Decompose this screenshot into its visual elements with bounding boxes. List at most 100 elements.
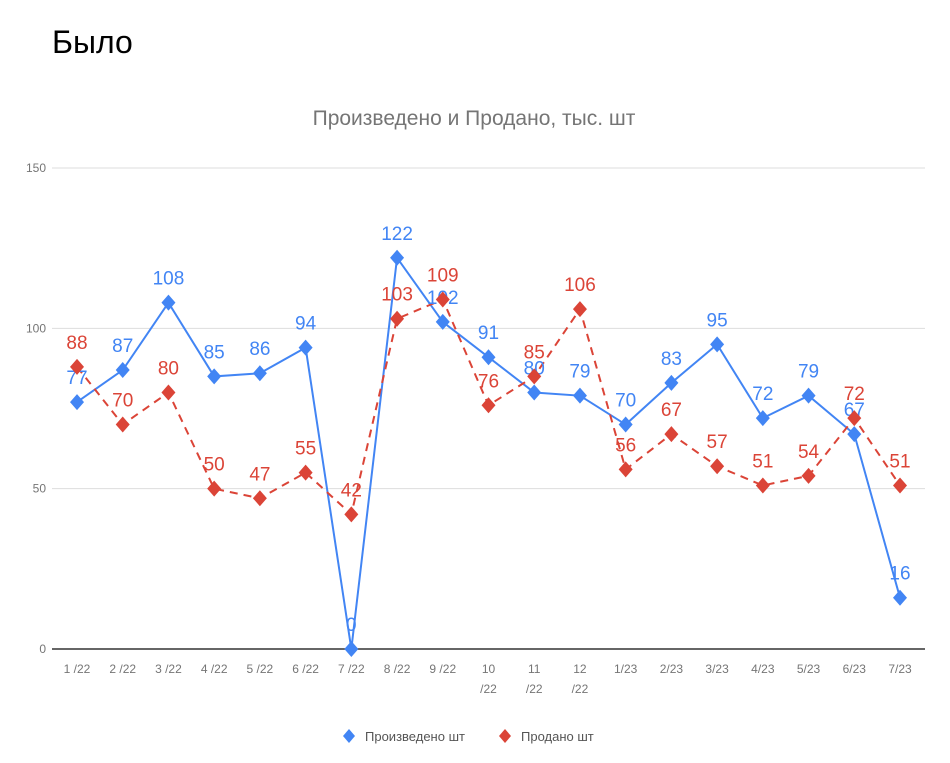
data-label: 70: [615, 391, 636, 412]
data-label: 106: [564, 275, 596, 296]
x-tick-label: 5 /22: [247, 662, 274, 676]
data-label: 57: [707, 432, 728, 453]
data-label: 109: [427, 265, 459, 286]
data-label: 51: [889, 451, 910, 472]
x-tick-label: 7 /22: [338, 662, 365, 676]
data-label: 122: [381, 224, 413, 245]
data-point-marker: [847, 426, 862, 443]
data-label: 95: [707, 310, 728, 331]
data-label: 103: [381, 285, 413, 306]
data-point-marker: [893, 589, 907, 606]
data-point-marker: [70, 394, 84, 411]
data-point-marker: [435, 291, 450, 308]
y-tick-label: 150: [26, 161, 46, 175]
y-tick-label: 50: [33, 482, 47, 496]
data-label: 87: [112, 336, 133, 357]
x-tick-label: 1/23: [614, 662, 638, 676]
data-label: 86: [249, 339, 270, 360]
data-point-marker: [298, 464, 313, 481]
data-label: 55: [295, 439, 316, 460]
data-point-marker: [435, 313, 450, 330]
data-point-marker: [801, 467, 816, 484]
data-label: 76: [478, 371, 499, 392]
x-tick-label: 4 /22: [201, 662, 228, 676]
series-line-0: [76, 255, 901, 650]
data-label: 70: [112, 391, 133, 412]
data-point-marker: [847, 410, 862, 427]
data-label: 67: [661, 400, 682, 421]
data-label: 72: [844, 384, 865, 405]
x-tick-label: 9 /22: [429, 662, 456, 676]
x-tick-label: 3/23: [705, 662, 729, 676]
x-tick-label: 6/23: [843, 662, 867, 676]
legend-marker: [499, 729, 511, 743]
data-point-marker: [344, 641, 359, 657]
data-point-marker: [390, 310, 405, 327]
data-label: 77: [66, 368, 87, 389]
data-point-marker: [755, 410, 770, 427]
x-tick-label: 5/23: [797, 662, 821, 676]
data-label: 85: [524, 342, 545, 363]
data-point-marker: [527, 384, 542, 401]
legend-label: Произведено шт: [365, 729, 465, 744]
chart-title: Произведено и Продано, тыс. шт: [313, 107, 636, 130]
data-label: 54: [798, 442, 820, 463]
heading: Было: [52, 24, 133, 60]
x-tick-label: 6 /22: [292, 662, 319, 676]
data-label: 91: [478, 323, 499, 344]
data-point-marker: [618, 416, 633, 433]
data-point-marker: [801, 387, 816, 404]
x-tick-label: 4/23: [751, 662, 775, 676]
data-point-marker: [70, 358, 84, 375]
data-point-marker: [664, 426, 679, 443]
data-point-marker: [664, 374, 679, 391]
data-label: 88: [66, 333, 87, 354]
data-point-marker: [893, 477, 907, 494]
data-point-marker: [207, 480, 222, 497]
data-point-marker: [161, 384, 176, 401]
data-point-marker: [161, 294, 176, 311]
y-tick-label: 100: [26, 321, 46, 335]
data-label: 16: [889, 564, 910, 585]
data-label: 83: [661, 349, 682, 370]
data-label: 51: [752, 451, 773, 472]
data-label: 42: [341, 480, 362, 501]
x-tick-label: 3 /22: [155, 662, 182, 676]
x-tick-label: 7/23: [888, 662, 912, 676]
data-label: 79: [569, 362, 590, 383]
data-label: 0: [346, 615, 357, 636]
x-tick-label: 12/22: [572, 662, 589, 696]
data-point-marker: [298, 339, 313, 356]
x-tick-label: 11/22: [526, 662, 543, 696]
data-point-marker: [710, 336, 725, 353]
data-label: 79: [798, 362, 819, 383]
data-point-marker: [572, 301, 587, 318]
data-point-marker: [115, 416, 130, 433]
data-point-marker: [572, 387, 587, 404]
data-point-marker: [252, 365, 267, 382]
data-label: 72: [752, 384, 773, 405]
data-point-marker: [390, 249, 405, 266]
data-label: 47: [249, 464, 270, 485]
data-point-marker: [710, 458, 725, 475]
legend-marker: [343, 729, 355, 743]
data-label: 108: [153, 269, 185, 290]
data-point-marker: [481, 397, 496, 414]
x-tick-label: 10/22: [480, 662, 497, 696]
x-tick-label: 2/23: [660, 662, 684, 676]
data-label: 80: [158, 358, 179, 379]
data-point-marker: [481, 349, 496, 366]
x-tick-label: 1 /22: [64, 662, 91, 676]
data-label: 50: [204, 455, 225, 476]
data-point-marker: [344, 506, 359, 523]
x-tick-label: 8 /22: [384, 662, 411, 676]
legend-label: Продано шт: [521, 729, 594, 744]
data-point-marker: [115, 362, 130, 379]
data-point-marker: [618, 461, 633, 478]
y-tick-label: 0: [39, 642, 46, 656]
data-label: 56: [615, 435, 636, 456]
data-label: 85: [204, 342, 225, 363]
data-point-marker: [755, 477, 770, 494]
data-point-marker: [527, 368, 542, 385]
